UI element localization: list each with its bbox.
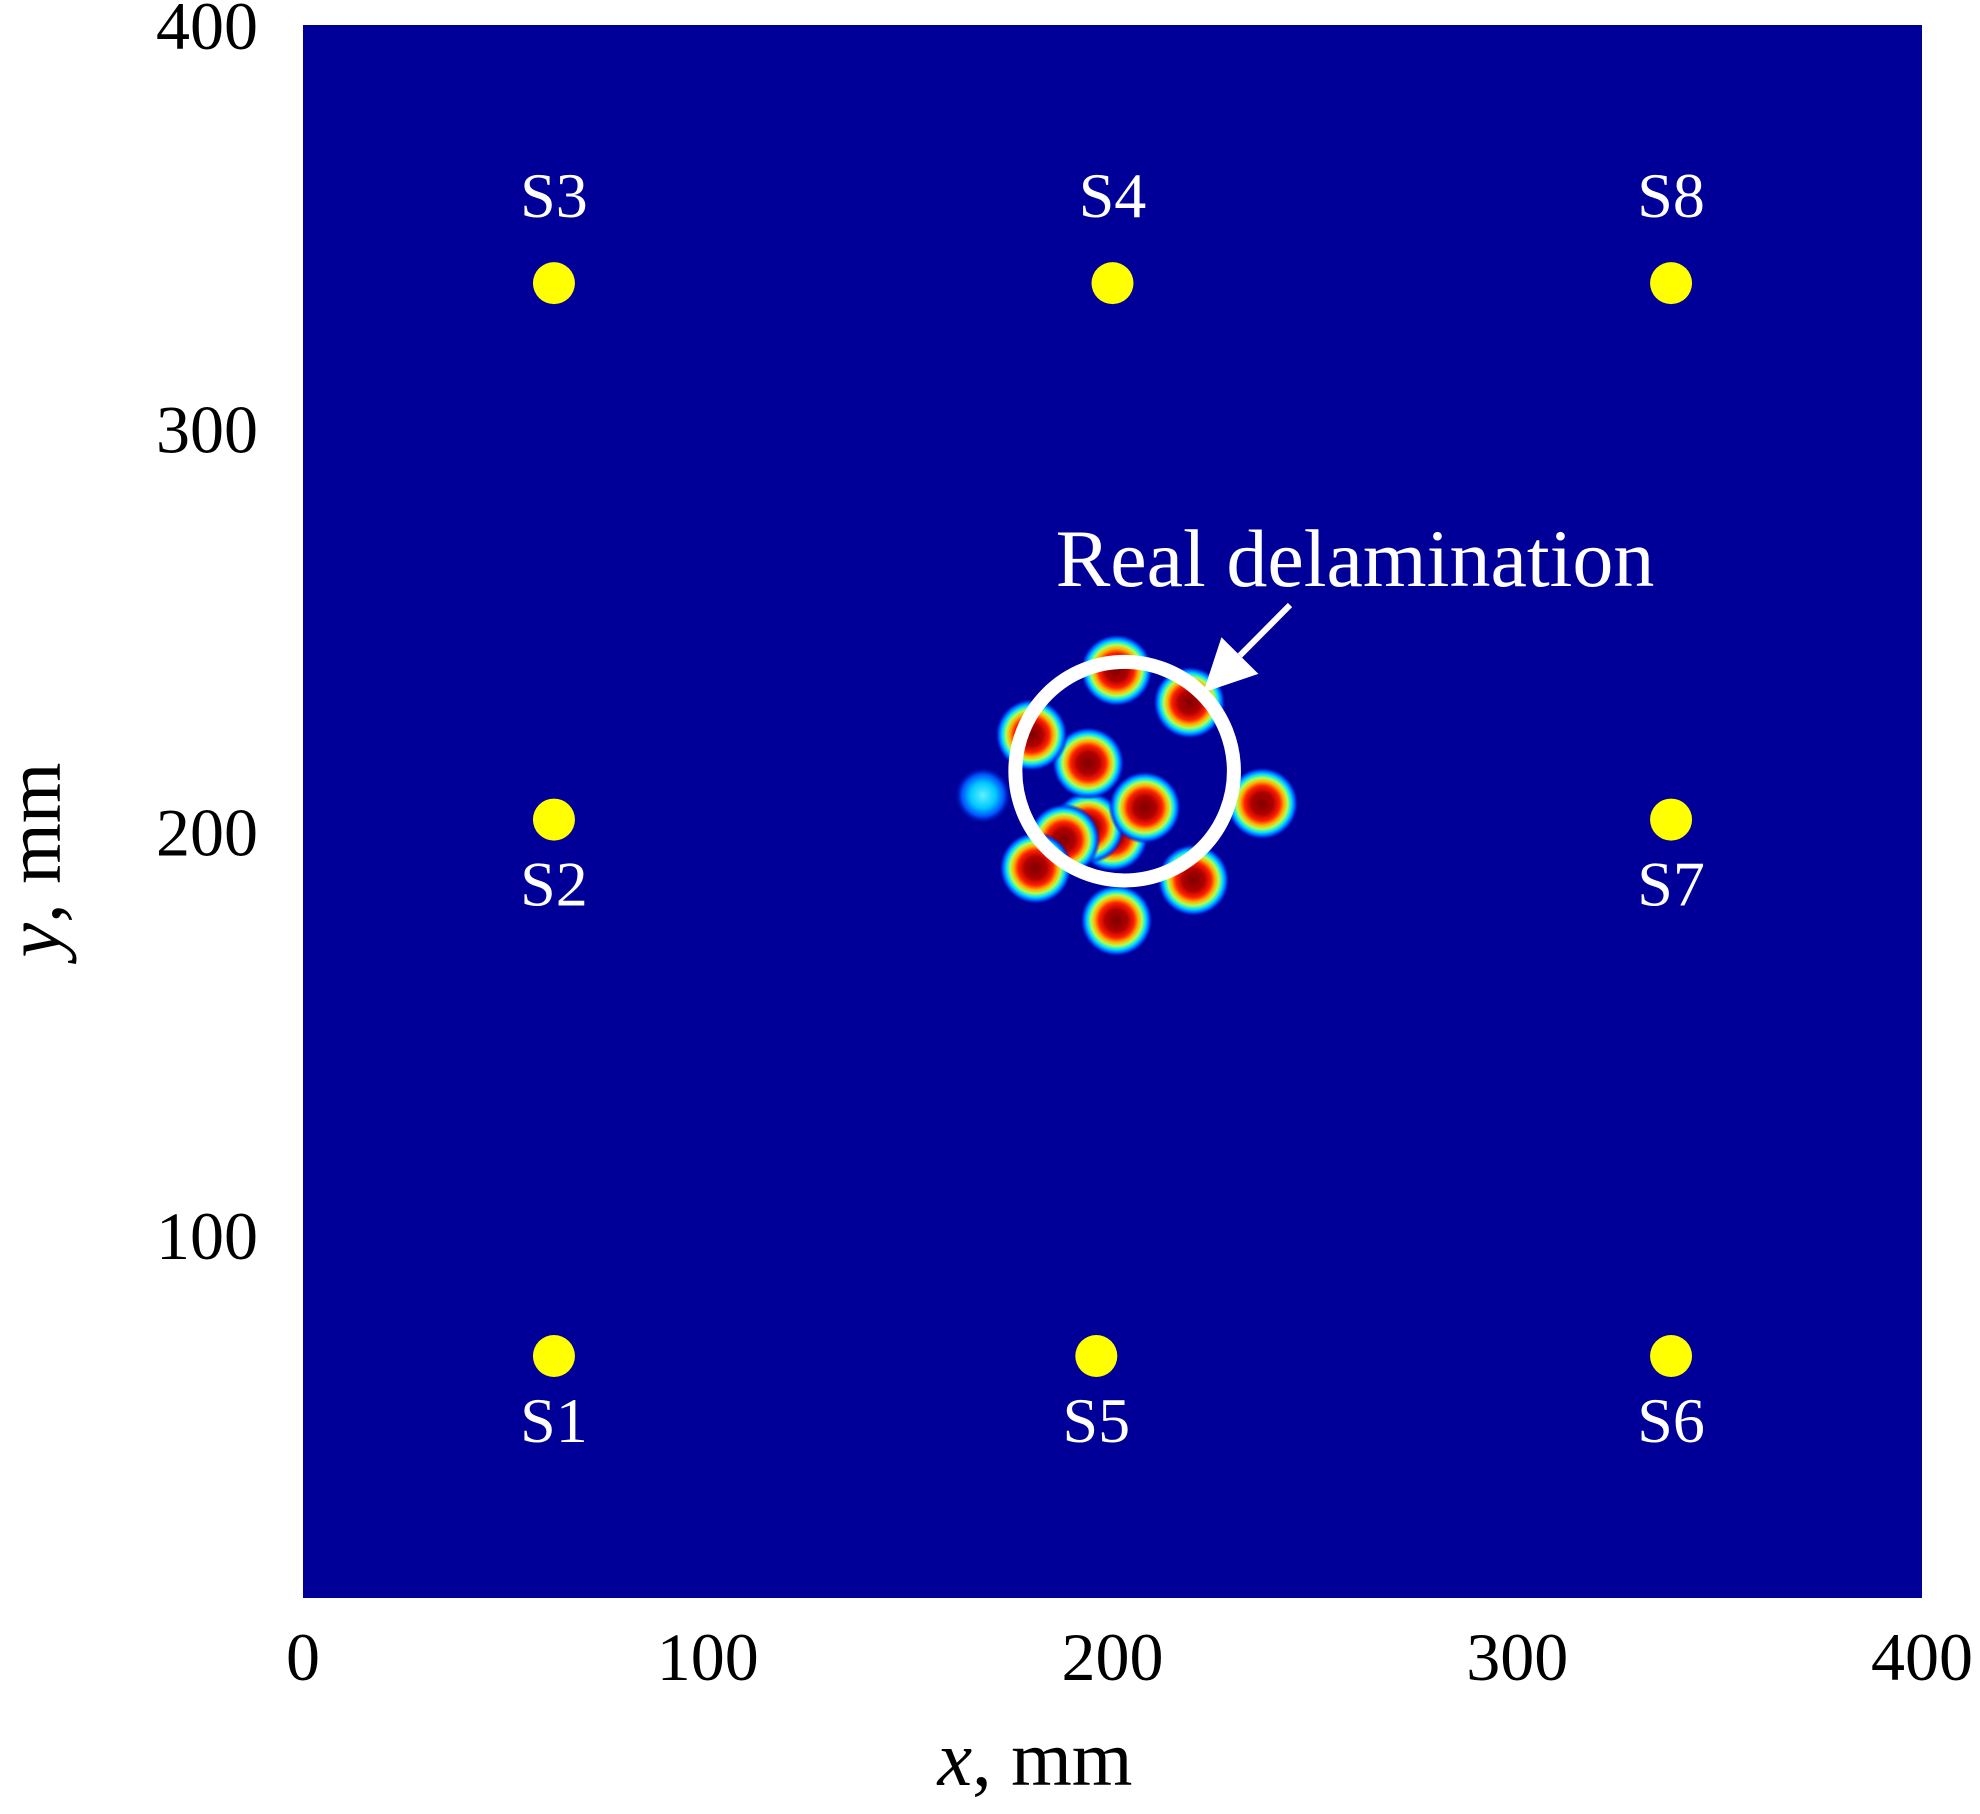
sensor-marker	[1650, 798, 1693, 841]
sensor-label: S6	[1637, 1385, 1705, 1456]
y-tick-label: 200	[156, 795, 258, 871]
y-axis-label-var: y	[0, 922, 77, 964]
x-axis-label: x, mm	[937, 1715, 1133, 1802]
annotation-arrow	[1237, 602, 1293, 658]
x-axis-label-var: x	[937, 1715, 973, 1802]
sensor-label: S5	[1063, 1385, 1131, 1456]
sensor-layer: S1 S2 S3 S4 S5 S6 S7 S8	[520, 160, 1705, 1456]
x-tick-label: 300	[1466, 1619, 1568, 1695]
sensor-label: S1	[520, 1385, 588, 1456]
sensor-marker	[1650, 1335, 1693, 1377]
x-axis-label-unit: , mm	[972, 1715, 1132, 1802]
delamination-circle	[1008, 654, 1241, 888]
damage-spot	[954, 767, 1012, 824]
sensor-label: S8	[1637, 160, 1705, 231]
damage-spot	[1080, 633, 1153, 707]
annotation-layer: Real delamination	[1008, 513, 1655, 888]
annotation-arrowhead	[1203, 637, 1259, 693]
sensor-label: S4	[1079, 160, 1147, 231]
y-axis-ticks: 100 200 300 400	[156, 0, 258, 1274]
y-tick-label: 100	[156, 1198, 258, 1274]
x-tick-label: 400	[1871, 1619, 1973, 1695]
x-tick-label: 100	[657, 1619, 759, 1695]
x-tick-label: 0	[286, 1619, 320, 1695]
sensor-marker	[532, 262, 575, 305]
sensor-marker	[532, 798, 575, 841]
damage-spot	[1080, 883, 1153, 957]
sensor-marker	[1091, 262, 1134, 305]
sensor-label: S3	[520, 160, 588, 231]
x-tick-label: 200	[1062, 1619, 1164, 1695]
y-axis-label: y, mm	[0, 763, 77, 965]
sensor-marker	[1075, 1335, 1118, 1377]
y-tick-label: 400	[156, 0, 258, 64]
damage-spot	[1225, 767, 1299, 840]
sensor-label: S2	[520, 849, 588, 920]
sensor-label: S7	[1637, 849, 1705, 920]
damage-spot	[1108, 771, 1182, 844]
sensor-marker	[1650, 262, 1693, 305]
damage-spot	[1051, 726, 1125, 800]
annotation-label: Real delamination	[1056, 513, 1655, 604]
y-tick-label: 300	[156, 391, 258, 467]
y-axis-label-unit: , mm	[0, 763, 77, 923]
sensor-marker	[532, 1335, 575, 1377]
x-axis-ticks: 0 100 200 300 400	[286, 1619, 1973, 1695]
